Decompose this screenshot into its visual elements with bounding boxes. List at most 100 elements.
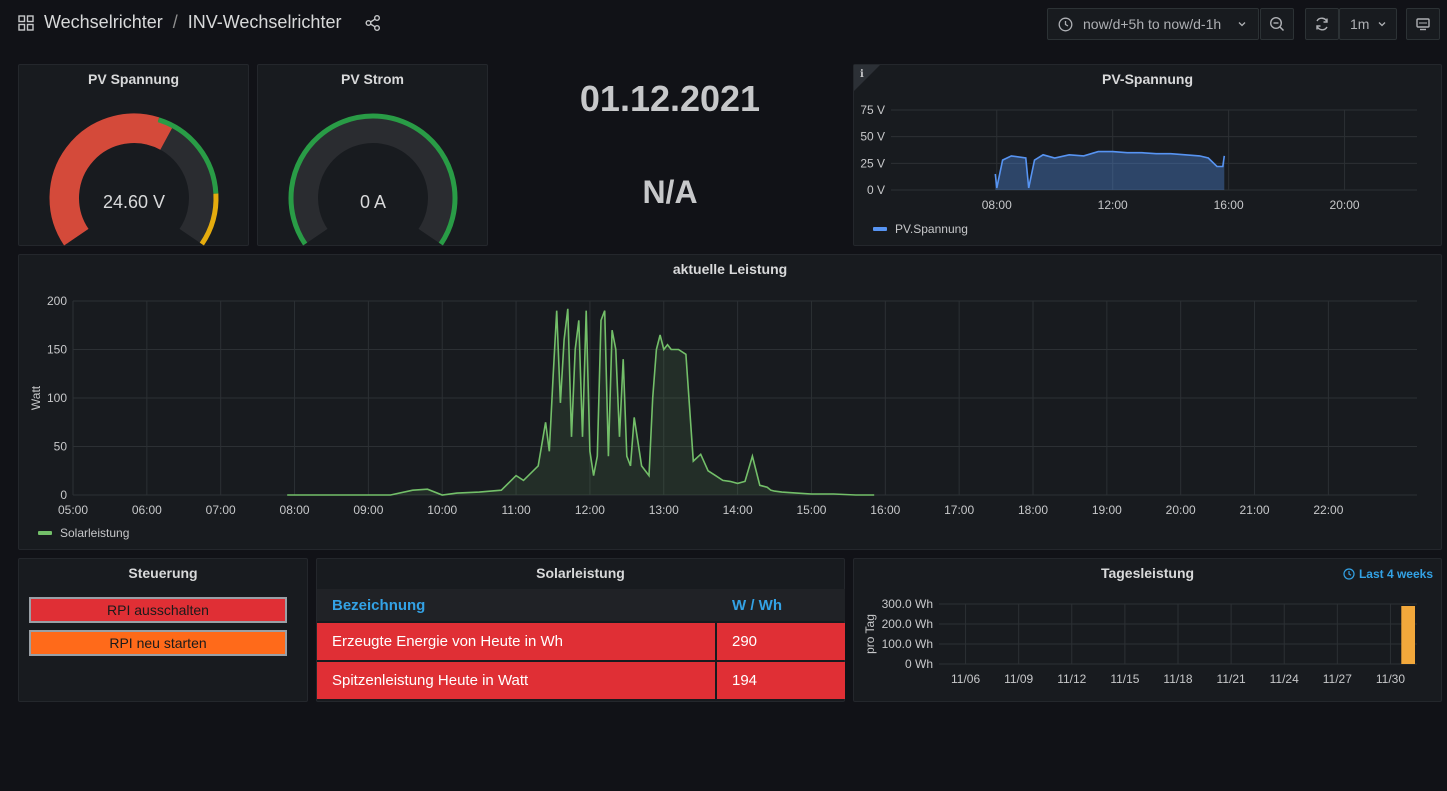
series-line	[287, 308, 875, 496]
x-tick-label: 11:00	[502, 503, 531, 517]
y-tick-label: 100.0 Wh	[882, 637, 933, 651]
x-tick-label: 09:00	[353, 503, 383, 517]
y-tick-label: 50 V	[860, 130, 885, 144]
y-axis-label: pro Tag	[863, 614, 877, 654]
y-tick-label: 100	[47, 391, 67, 405]
table-row: Erzeugte Energie von Heute in Wh 290	[317, 623, 845, 660]
steuerung-panel: Steuerung RPI ausschalten RPI neu starte…	[18, 558, 308, 702]
x-tick-label: 20:00	[1166, 503, 1196, 517]
panel-title: Tagesleistung	[1100, 565, 1195, 581]
x-tick-label: 11/09	[1004, 672, 1033, 686]
gauge-pv-spannung: 24.60 V	[49, 113, 219, 246]
x-tick-label: 08:00	[280, 503, 310, 517]
x-tick-label: 17:00	[944, 503, 974, 517]
monitor-icon	[1416, 18, 1430, 31]
x-tick-label: 18:00	[1018, 503, 1048, 517]
x-tick-label: 10:00	[427, 503, 457, 517]
y-tick-label: 200	[47, 294, 67, 308]
x-tick-label: 21:00	[1240, 503, 1270, 517]
legend-swatch	[873, 227, 887, 231]
legend-item[interactable]: Solarleistung	[38, 526, 129, 540]
x-tick-label: 11/27	[1323, 672, 1352, 686]
y-axis-label: Watt	[29, 385, 43, 410]
x-tick-label: 05:00	[58, 503, 88, 517]
x-tick-label: 11/06	[951, 672, 980, 686]
time-range-picker[interactable]: now/d+5h to now/d-1h	[1047, 8, 1259, 40]
table-cell: Spitzenleistung Heute in Watt	[317, 662, 715, 699]
x-tick-label: 11/18	[1163, 672, 1192, 686]
y-tick-label: 300.0 Wh	[882, 597, 933, 611]
legend-label: PV.Spannung	[895, 222, 968, 236]
info-corner-icon[interactable]: i	[854, 65, 882, 93]
y-tick-label: 0 Wh	[905, 657, 933, 671]
refresh-interval-label: 1m	[1350, 16, 1370, 32]
x-tick-label: 11/15	[1110, 672, 1139, 686]
x-tick-label: 11/30	[1376, 672, 1405, 686]
y-tick-label: 50	[54, 440, 68, 454]
refresh-button[interactable]	[1305, 8, 1339, 40]
x-tick-label: 19:00	[1092, 503, 1122, 517]
panel-time-override[interactable]: Last 4 weeks	[1343, 567, 1433, 581]
time-range-label: now/d+5h to now/d-1h	[1083, 16, 1222, 32]
breadcrumb: Wechselrichter / INV-Wechselrichter	[18, 12, 341, 33]
panel-title: aktuelle Leistung	[672, 261, 788, 277]
legend-label: Solarleistung	[60, 526, 130, 540]
panel-title: PV Spannung	[88, 71, 179, 87]
legend-item[interactable]: PV.Spannung	[873, 222, 968, 236]
bar	[1401, 606, 1415, 664]
refresh-icon	[1316, 17, 1328, 31]
x-tick-label: 06:00	[132, 503, 162, 517]
y-tick-label: 0	[60, 488, 67, 502]
clock-icon	[1343, 568, 1355, 580]
x-tick-label: 20:00	[1330, 198, 1360, 212]
gauge-value: 24.60 V	[103, 192, 165, 212]
column-header-value[interactable]: W / Wh	[732, 596, 782, 614]
table-header: Bezeichnung W / Wh	[317, 589, 845, 621]
breadcrumb-separator: /	[172, 12, 178, 32]
clock-icon	[1058, 17, 1073, 31]
tv-mode-button[interactable]	[1406, 8, 1440, 40]
y-tick-label: 150	[47, 343, 67, 357]
gauge-pv-strom: 0 A	[288, 113, 458, 246]
y-tick-label: 0 V	[867, 183, 885, 197]
x-tick-label: 14:00	[723, 503, 753, 517]
breadcrumb-dashboard[interactable]: INV-Wechselrichter	[187, 12, 342, 32]
x-tick-label: 12:00	[575, 503, 605, 517]
y-tick-label: 75 V	[860, 103, 885, 117]
panel-title: PV-Spannung	[1102, 71, 1193, 87]
solar-table: Bezeichnung W / Wh Erzeugte Energie von …	[317, 589, 845, 699]
x-tick-label: 07:00	[206, 503, 236, 517]
time-override-label: Last 4 weeks	[1358, 567, 1433, 581]
panel-title: Solarleistung	[536, 565, 625, 581]
table-cell: Erzeugte Energie von Heute in Wh	[317, 623, 715, 660]
gauge-panel-pv-spannung: PV Spannung 24.60 V	[18, 64, 249, 246]
x-tick-label: 15:00	[796, 503, 826, 517]
x-tick-label: 16:00	[870, 503, 900, 517]
chevron-down-icon	[1378, 22, 1386, 27]
chevron-down-icon	[1238, 22, 1246, 27]
zoom-out-icon	[1269, 16, 1285, 32]
panel-title: Steuerung	[128, 565, 198, 581]
svg-text:i: i	[860, 69, 864, 80]
x-tick-label: 11/12	[1057, 672, 1086, 686]
share-icon[interactable]	[364, 14, 382, 32]
y-tick-label: 200.0 Wh	[882, 617, 933, 631]
gauge-value: 0 A	[360, 192, 386, 212]
x-tick-label: 13:00	[649, 503, 679, 517]
panel-title: PV Strom	[340, 71, 404, 87]
pv-spannung-panel: i PV-Spannung 75 V 50 V 25 V 0 V 08:00 12:00 1…	[853, 64, 1442, 246]
x-tick-label: 12:00	[1098, 198, 1128, 212]
column-header-bezeichnung[interactable]: Bezeichnung	[332, 596, 426, 614]
leistung-chart: 200 150 100 50 005:00 06:00 07:00 08:00 09:00 10:…	[29, 294, 1417, 517]
breadcrumb-folder[interactable]: Wechselrichter	[44, 12, 163, 32]
rpi-restart-button[interactable]: RPI neu starten	[29, 630, 287, 656]
refresh-interval-picker[interactable]: 1m	[1339, 8, 1397, 40]
gauge-panel-pv-strom: PV Strom 0 A	[257, 64, 488, 246]
zoom-out-button[interactable]	[1260, 8, 1294, 40]
solarleistung-table-panel: Solarleistung Bezeichnung W / Wh Erzeugt…	[316, 558, 845, 702]
pv-spannung-chart: 75 V 50 V 25 V 0 V 08:00 12:00 16:00 20:00	[860, 103, 1417, 212]
dashboards-grid-icon[interactable]	[18, 14, 34, 31]
date-stat: 01.12.2021	[579, 78, 761, 119]
rpi-shutdown-button[interactable]: RPI ausschalten	[29, 597, 287, 623]
x-tick-label: 16:00	[1214, 198, 1244, 212]
